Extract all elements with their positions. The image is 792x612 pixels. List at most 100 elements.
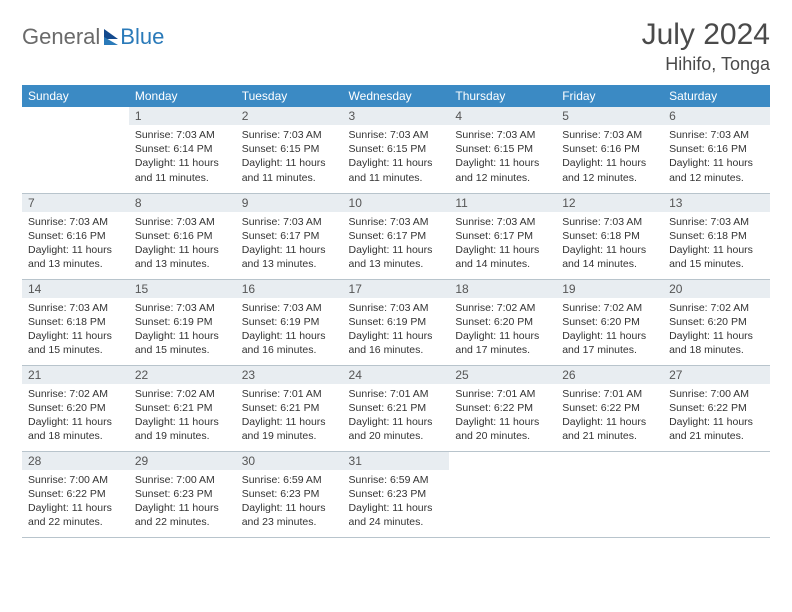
- day-number: 12: [556, 194, 663, 212]
- day-number: 26: [556, 366, 663, 384]
- day-details: Sunrise: 7:01 AMSunset: 6:22 PMDaylight:…: [449, 384, 556, 448]
- calendar-day-cell: 9Sunrise: 7:03 AMSunset: 6:17 PMDaylight…: [236, 193, 343, 279]
- day-number: 7: [22, 194, 129, 212]
- calendar-day-cell: 1Sunrise: 7:03 AMSunset: 6:14 PMDaylight…: [129, 107, 236, 193]
- day-details: Sunrise: 7:03 AMSunset: 6:16 PMDaylight:…: [129, 212, 236, 276]
- calendar-day-cell: 26Sunrise: 7:01 AMSunset: 6:22 PMDayligh…: [556, 365, 663, 451]
- calendar-day-cell: 19Sunrise: 7:02 AMSunset: 6:20 PMDayligh…: [556, 279, 663, 365]
- calendar-day-cell: 13Sunrise: 7:03 AMSunset: 6:18 PMDayligh…: [663, 193, 770, 279]
- day-number: 18: [449, 280, 556, 298]
- calendar-day-cell: 11Sunrise: 7:03 AMSunset: 6:17 PMDayligh…: [449, 193, 556, 279]
- day-details: Sunrise: 7:03 AMSunset: 6:15 PMDaylight:…: [449, 125, 556, 189]
- day-number: 22: [129, 366, 236, 384]
- weekday-header: Saturday: [663, 85, 770, 107]
- calendar-day-cell: 7Sunrise: 7:03 AMSunset: 6:16 PMDaylight…: [22, 193, 129, 279]
- day-details: Sunrise: 6:59 AMSunset: 6:23 PMDaylight:…: [236, 470, 343, 534]
- calendar-week-row: 1Sunrise: 7:03 AMSunset: 6:14 PMDaylight…: [22, 107, 770, 193]
- header: General Blue July 2024 Hihifo, Tonga: [22, 18, 770, 75]
- day-number: 28: [22, 452, 129, 470]
- day-details: Sunrise: 7:03 AMSunset: 6:16 PMDaylight:…: [663, 125, 770, 189]
- page-title: July 2024: [642, 18, 770, 52]
- calendar-week-row: 7Sunrise: 7:03 AMSunset: 6:16 PMDaylight…: [22, 193, 770, 279]
- day-number: 31: [343, 452, 450, 470]
- calendar-week-row: 14Sunrise: 7:03 AMSunset: 6:18 PMDayligh…: [22, 279, 770, 365]
- day-number: 13: [663, 194, 770, 212]
- weekday-header: Sunday: [22, 85, 129, 107]
- day-details: Sunrise: 7:00 AMSunset: 6:23 PMDaylight:…: [129, 470, 236, 534]
- day-details: Sunrise: 7:02 AMSunset: 6:21 PMDaylight:…: [129, 384, 236, 448]
- title-block: July 2024 Hihifo, Tonga: [642, 18, 770, 75]
- weekday-header: Monday: [129, 85, 236, 107]
- logo-text-blue: Blue: [120, 24, 164, 50]
- day-number: 5: [556, 107, 663, 125]
- day-number: 19: [556, 280, 663, 298]
- day-details: Sunrise: 7:02 AMSunset: 6:20 PMDaylight:…: [663, 298, 770, 362]
- day-details: Sunrise: 7:03 AMSunset: 6:17 PMDaylight:…: [449, 212, 556, 276]
- day-number: 24: [343, 366, 450, 384]
- calendar-day-cell: 21Sunrise: 7:02 AMSunset: 6:20 PMDayligh…: [22, 365, 129, 451]
- day-number: 2: [236, 107, 343, 125]
- day-details: Sunrise: 7:03 AMSunset: 6:18 PMDaylight:…: [663, 212, 770, 276]
- day-details: Sunrise: 7:03 AMSunset: 6:15 PMDaylight:…: [343, 125, 450, 189]
- calendar-day-cell: 4Sunrise: 7:03 AMSunset: 6:15 PMDaylight…: [449, 107, 556, 193]
- day-number: 16: [236, 280, 343, 298]
- calendar-day-cell: 5Sunrise: 7:03 AMSunset: 6:16 PMDaylight…: [556, 107, 663, 193]
- day-number: 27: [663, 366, 770, 384]
- day-number: 17: [343, 280, 450, 298]
- calendar-day-cell: [449, 451, 556, 537]
- logo: General Blue: [22, 24, 164, 50]
- day-details: Sunrise: 7:02 AMSunset: 6:20 PMDaylight:…: [449, 298, 556, 362]
- calendar-week-row: 21Sunrise: 7:02 AMSunset: 6:20 PMDayligh…: [22, 365, 770, 451]
- calendar-day-cell: 18Sunrise: 7:02 AMSunset: 6:20 PMDayligh…: [449, 279, 556, 365]
- calendar-day-cell: 15Sunrise: 7:03 AMSunset: 6:19 PMDayligh…: [129, 279, 236, 365]
- calendar-day-cell: 24Sunrise: 7:01 AMSunset: 6:21 PMDayligh…: [343, 365, 450, 451]
- calendar-day-cell: 8Sunrise: 7:03 AMSunset: 6:16 PMDaylight…: [129, 193, 236, 279]
- logo-text-general: General: [22, 24, 100, 50]
- weekday-header-row: SundayMondayTuesdayWednesdayThursdayFrid…: [22, 85, 770, 107]
- day-details: Sunrise: 7:03 AMSunset: 6:19 PMDaylight:…: [343, 298, 450, 362]
- calendar-day-cell: 2Sunrise: 7:03 AMSunset: 6:15 PMDaylight…: [236, 107, 343, 193]
- weekday-header: Tuesday: [236, 85, 343, 107]
- calendar-day-cell: [663, 451, 770, 537]
- calendar-day-cell: 17Sunrise: 7:03 AMSunset: 6:19 PMDayligh…: [343, 279, 450, 365]
- day-details: Sunrise: 7:03 AMSunset: 6:16 PMDaylight:…: [22, 212, 129, 276]
- day-number: 3: [343, 107, 450, 125]
- day-number: 23: [236, 366, 343, 384]
- calendar-day-cell: 16Sunrise: 7:03 AMSunset: 6:19 PMDayligh…: [236, 279, 343, 365]
- day-details: Sunrise: 7:03 AMSunset: 6:16 PMDaylight:…: [556, 125, 663, 189]
- day-number: 30: [236, 452, 343, 470]
- day-details: Sunrise: 7:01 AMSunset: 6:21 PMDaylight:…: [343, 384, 450, 448]
- location-label: Hihifo, Tonga: [642, 54, 770, 75]
- day-number: 20: [663, 280, 770, 298]
- calendar-day-cell: 23Sunrise: 7:01 AMSunset: 6:21 PMDayligh…: [236, 365, 343, 451]
- day-details: Sunrise: 7:03 AMSunset: 6:15 PMDaylight:…: [236, 125, 343, 189]
- calendar-day-cell: 28Sunrise: 7:00 AMSunset: 6:22 PMDayligh…: [22, 451, 129, 537]
- calendar-day-cell: 27Sunrise: 7:00 AMSunset: 6:22 PMDayligh…: [663, 365, 770, 451]
- day-details: Sunrise: 7:03 AMSunset: 6:19 PMDaylight:…: [129, 298, 236, 362]
- weekday-header: Friday: [556, 85, 663, 107]
- day-details: Sunrise: 7:00 AMSunset: 6:22 PMDaylight:…: [22, 470, 129, 534]
- calendar-day-cell: 14Sunrise: 7:03 AMSunset: 6:18 PMDayligh…: [22, 279, 129, 365]
- calendar-day-cell: 29Sunrise: 7:00 AMSunset: 6:23 PMDayligh…: [129, 451, 236, 537]
- calendar-day-cell: 10Sunrise: 7:03 AMSunset: 6:17 PMDayligh…: [343, 193, 450, 279]
- calendar-day-cell: 25Sunrise: 7:01 AMSunset: 6:22 PMDayligh…: [449, 365, 556, 451]
- day-number: 9: [236, 194, 343, 212]
- logo-triangle-icon: [104, 29, 118, 39]
- calendar-day-cell: 12Sunrise: 7:03 AMSunset: 6:18 PMDayligh…: [556, 193, 663, 279]
- calendar-day-cell: 22Sunrise: 7:02 AMSunset: 6:21 PMDayligh…: [129, 365, 236, 451]
- calendar-day-cell: 30Sunrise: 6:59 AMSunset: 6:23 PMDayligh…: [236, 451, 343, 537]
- day-number: 25: [449, 366, 556, 384]
- day-number: 29: [129, 452, 236, 470]
- day-number: 21: [22, 366, 129, 384]
- day-details: Sunrise: 7:02 AMSunset: 6:20 PMDaylight:…: [556, 298, 663, 362]
- day-details: Sunrise: 7:03 AMSunset: 6:19 PMDaylight:…: [236, 298, 343, 362]
- day-details: Sunrise: 7:03 AMSunset: 6:18 PMDaylight:…: [556, 212, 663, 276]
- calendar-table: SundayMondayTuesdayWednesdayThursdayFrid…: [22, 85, 770, 538]
- day-details: Sunrise: 7:03 AMSunset: 6:18 PMDaylight:…: [22, 298, 129, 362]
- day-details: Sunrise: 7:03 AMSunset: 6:14 PMDaylight:…: [129, 125, 236, 189]
- day-details: Sunrise: 7:03 AMSunset: 6:17 PMDaylight:…: [236, 212, 343, 276]
- day-details: Sunrise: 6:59 AMSunset: 6:23 PMDaylight:…: [343, 470, 450, 534]
- calendar-day-cell: 6Sunrise: 7:03 AMSunset: 6:16 PMDaylight…: [663, 107, 770, 193]
- calendar-day-cell: [556, 451, 663, 537]
- weekday-header: Thursday: [449, 85, 556, 107]
